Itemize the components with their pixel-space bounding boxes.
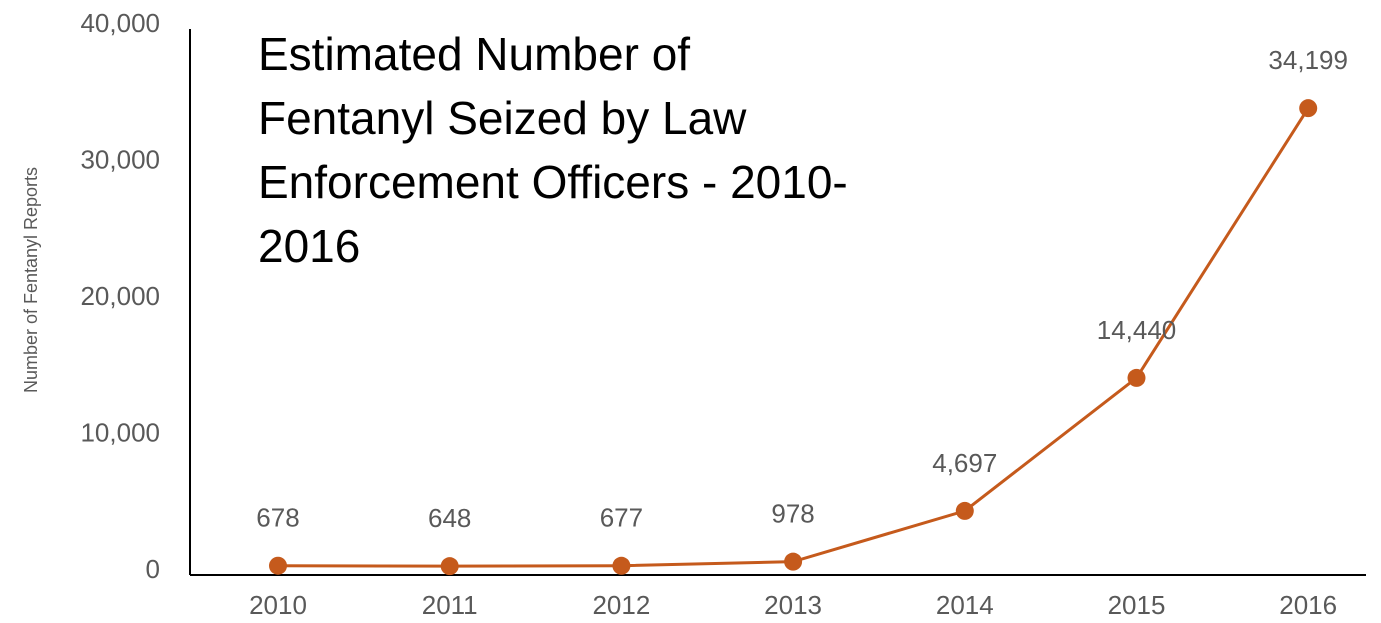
y-tick-label: 0 <box>146 554 160 584</box>
data-label: 34,199 <box>1268 45 1348 75</box>
x-tick-label: 2014 <box>936 590 994 620</box>
data-point <box>784 552 803 571</box>
data-label: 14,440 <box>1097 315 1177 345</box>
data-label: 978 <box>771 499 814 529</box>
data-point <box>1127 368 1146 387</box>
x-tick-label: 2013 <box>764 590 822 620</box>
data-point <box>612 556 631 575</box>
x-tick-label: 2012 <box>592 590 650 620</box>
data-label: 678 <box>256 503 299 533</box>
chart-title: Estimated Number of Fentanyl Seized by L… <box>258 28 848 272</box>
y-tick-label: 30,000 <box>80 144 160 174</box>
x-tick-label: 2011 <box>422 590 478 620</box>
y-axis-label: Number of Fentanyl Reports <box>21 167 41 393</box>
y-tick-label: 20,000 <box>80 281 160 311</box>
x-tick-label: 2016 <box>1279 590 1337 620</box>
y-tick-label: 10,000 <box>80 417 160 447</box>
y-tick-label: 40,000 <box>80 8 160 38</box>
x-tick-label: 2010 <box>249 590 307 620</box>
data-point <box>1299 99 1318 118</box>
data-point <box>955 501 974 520</box>
data-label: 4,697 <box>932 448 997 478</box>
data-label: 648 <box>428 503 471 533</box>
x-tick-label: 2015 <box>1108 590 1166 620</box>
data-label: 677 <box>600 503 643 533</box>
data-point <box>269 556 287 575</box>
data-point <box>440 557 459 576</box>
